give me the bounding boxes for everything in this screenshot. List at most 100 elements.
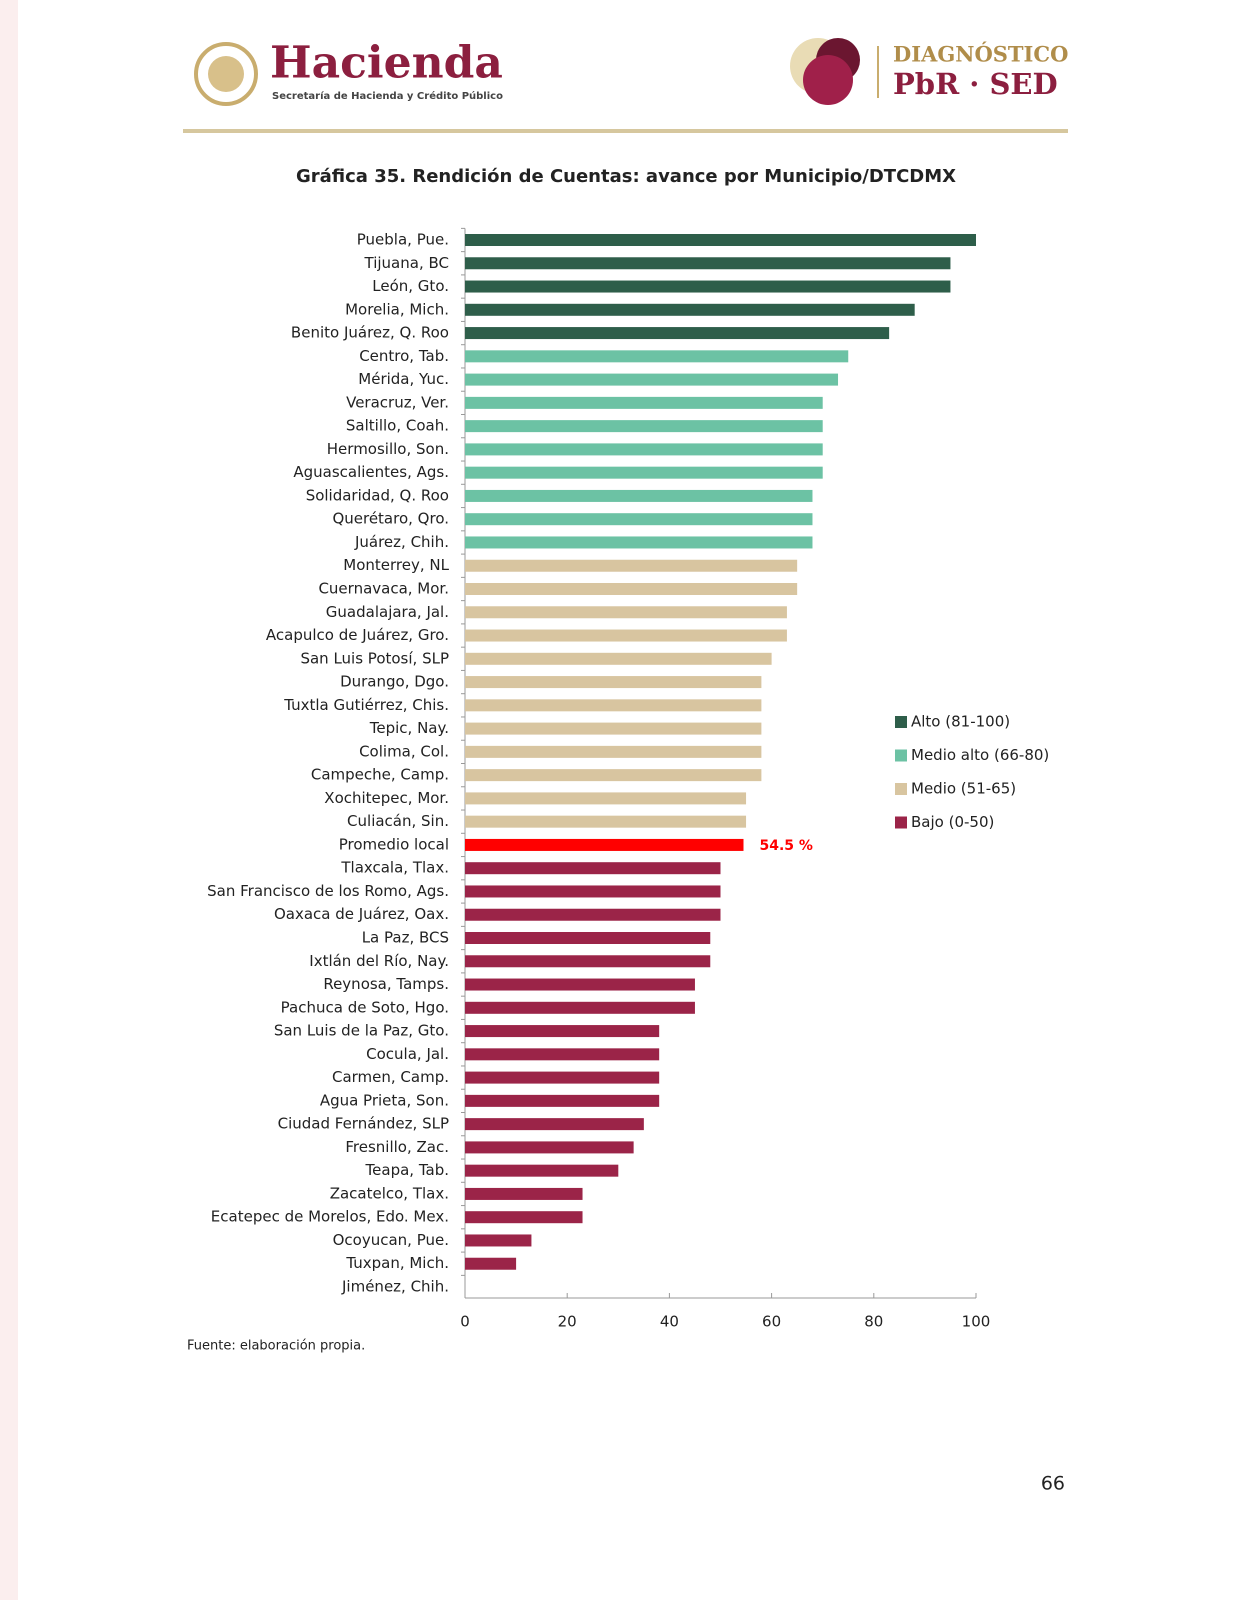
- y-tick-label: La Paz, BCS: [362, 929, 449, 947]
- bar: [465, 396, 823, 409]
- bar: [465, 699, 762, 712]
- legend-swatch: [895, 749, 907, 762]
- bar: [465, 769, 762, 782]
- y-tick-label: Cocula, Jal.: [366, 1045, 449, 1063]
- y-tick-label: San Luis de la Paz, Gto.: [274, 1022, 449, 1040]
- y-tick-label: Ixtlán del Río, Nay.: [309, 952, 449, 970]
- bar: [465, 1025, 660, 1038]
- bar: [465, 792, 747, 805]
- y-tick-label: Ciudad Fernández, SLP: [278, 1115, 449, 1133]
- brand-bottom: PbR · SED: [893, 67, 1058, 101]
- legend-label: Medio alto (66-80): [911, 746, 1049, 764]
- brand-circle: [803, 55, 853, 105]
- bar: [465, 350, 849, 363]
- y-tick-label: Acapulco de Juárez, Gro.: [266, 626, 449, 644]
- bar: [465, 652, 772, 665]
- y-tick-label: Ocoyucan, Pue.: [333, 1231, 449, 1249]
- y-tick-label: Tlaxcala, Tlax.: [340, 859, 449, 877]
- y-tick-label: Reynosa, Tamps.: [323, 975, 449, 993]
- value-label: 54.5 %: [759, 838, 812, 854]
- bar: [465, 1187, 583, 1200]
- y-tick-label: Oaxaca de Juárez, Oax.: [274, 905, 449, 923]
- y-tick-label: Benito Juárez, Q. Roo: [291, 324, 449, 342]
- bar: [465, 908, 721, 921]
- bar: [465, 420, 823, 433]
- legend-swatch: [895, 816, 907, 829]
- bar: [465, 489, 813, 502]
- y-tick-label: Carmen, Camp.: [332, 1068, 449, 1086]
- bar: [465, 885, 721, 898]
- bar: [465, 257, 951, 270]
- y-tick-label: Promedio local: [339, 835, 449, 853]
- y-tick-label: Puebla, Pue.: [357, 231, 449, 249]
- bar: [465, 862, 721, 875]
- y-tick-label: Pachuca de Soto, Hgo.: [281, 998, 449, 1016]
- bar: [465, 1071, 660, 1084]
- y-tick-label: Guadalajara, Jal.: [326, 603, 449, 621]
- margin-strip: [0, 0, 18, 1600]
- bar: [465, 722, 762, 735]
- legend-swatch: [895, 783, 907, 795]
- logo-title: Hacienda: [270, 38, 503, 89]
- y-tick-label: Mérida, Yuc.: [358, 370, 449, 388]
- y-tick-label: Agua Prieta, Son.: [320, 1091, 449, 1109]
- y-tick-label: Teapa, Tab.: [365, 1161, 449, 1179]
- bar: [465, 815, 747, 828]
- y-tick-label: Cuernavaca, Mor.: [318, 580, 449, 598]
- y-tick-label: Morelia, Mich.: [345, 300, 449, 318]
- y-tick-label: Fresnillo, Zac.: [345, 1138, 449, 1156]
- y-tick-label: Hermosillo, Son.: [327, 440, 449, 458]
- bar: [465, 1094, 660, 1107]
- legend-label: Alto (81-100): [911, 713, 1010, 731]
- y-tick-label: San Francisco de los Romo, Ags.: [207, 882, 449, 900]
- x-tick-label: 60: [762, 1313, 781, 1331]
- page-number: 66: [1041, 1473, 1065, 1495]
- y-tick-label: Centro, Tab.: [359, 347, 449, 365]
- bar: [465, 303, 915, 316]
- y-tick-label: Monterrey, NL: [343, 556, 449, 574]
- bar: [465, 1234, 532, 1247]
- y-tick-label: Querétaro, Qro.: [332, 510, 449, 528]
- bar: [465, 583, 798, 595]
- legend-swatch: [895, 716, 907, 728]
- bar: [465, 1164, 619, 1177]
- bar: [465, 280, 951, 293]
- bar: [465, 1257, 517, 1270]
- bar: [465, 1141, 634, 1154]
- y-tick-label: San Luis Potosí, SLP: [300, 649, 449, 667]
- y-tick-label: Zacatelco, Tlax.: [330, 1184, 449, 1202]
- y-tick-label: Solidaridad, Q. Roo: [306, 486, 449, 504]
- brand-top: DIAGNÓSTICO: [893, 42, 1068, 67]
- y-tick-label: Culiacán, Sin.: [347, 812, 449, 830]
- x-tick-label: 20: [558, 1313, 577, 1331]
- y-tick-label: Tijuana, BC: [364, 254, 449, 272]
- bar: [465, 327, 890, 340]
- bar: [465, 1211, 583, 1224]
- bar: [465, 536, 813, 549]
- y-tick-label: Durango, Dgo.: [340, 673, 449, 691]
- bar: [465, 629, 787, 642]
- y-tick-label: Aguascalientes, Ags.: [293, 463, 449, 481]
- source-note: Fuente: elaboración propia.: [187, 1339, 365, 1354]
- bar: [465, 676, 762, 689]
- bar: [465, 559, 798, 572]
- y-tick-label: Campeche, Camp.: [311, 766, 449, 784]
- y-tick-label: Juárez, Chih.: [354, 533, 449, 551]
- bar: [465, 838, 744, 851]
- bar: [465, 443, 823, 456]
- bar: [465, 466, 823, 479]
- bar: [465, 373, 839, 386]
- y-tick-label: León, Gto.: [372, 277, 449, 295]
- x-tick-label: 0: [460, 1313, 470, 1331]
- seal: [194, 42, 258, 106]
- y-tick-label: Jiménez, Chih.: [341, 1278, 449, 1296]
- bar: [465, 955, 711, 968]
- bar: [465, 1001, 695, 1014]
- x-tick-label: 100: [962, 1313, 991, 1331]
- bar: [465, 513, 813, 526]
- y-tick-label: Tepic, Nay.: [369, 719, 449, 737]
- logo-subtitle: Secretaría de Hacienda y Crédito Público: [272, 90, 503, 102]
- seal-core: [208, 56, 244, 92]
- bar: [465, 978, 695, 991]
